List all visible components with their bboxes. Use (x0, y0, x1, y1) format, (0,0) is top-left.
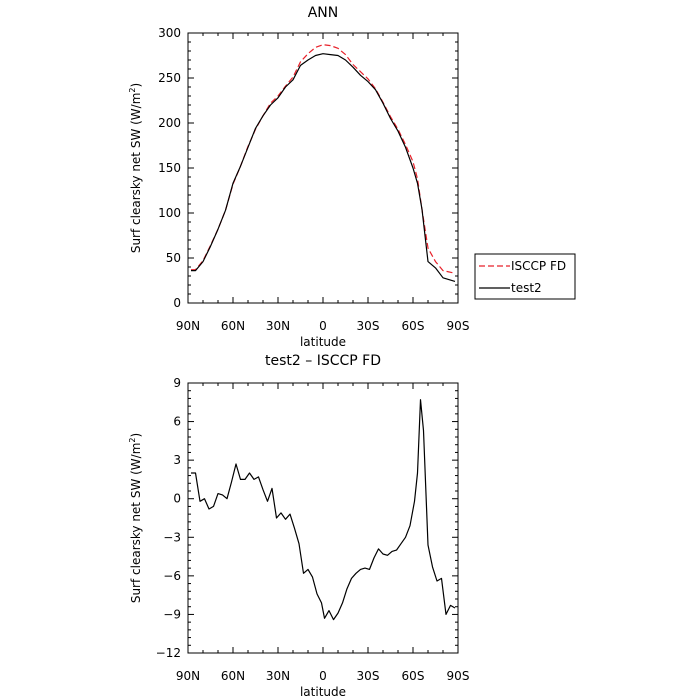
legend-label-test2: test2 (511, 281, 542, 295)
chart-bottom-series (191, 399, 456, 621)
chart-bottom-xtick-label: 90S (447, 669, 470, 683)
chart-top-xtick-label: 60N (221, 319, 245, 333)
chart-bottom-xtick-label: 30N (266, 669, 290, 683)
chart-bottom-ytick-label: −3 (163, 530, 181, 544)
chart-bottom-xtick-label: 60N (221, 669, 245, 683)
chart-bottom-ylabel-main: Surf clearsky net SW (W/m (129, 443, 143, 604)
chart-bottom-xtick-label: 30S (357, 669, 380, 683)
chart-bottom-ytick-label: −6 (163, 569, 181, 583)
chart-bottom-ytick-label: −9 (163, 607, 181, 621)
chart-bottom-title: test2 – ISCCP FD (265, 353, 381, 369)
chart-top-ylabel-main: Surf clearsky net SW (W/m (129, 93, 143, 254)
chart-bottom-ytick-label: 9 (173, 376, 181, 390)
chart-bottom-ylabel: Surf clearsky net SW (W/m2) (128, 433, 143, 603)
chart-top-ytick-label: 0 (173, 296, 181, 310)
chart-top-ytick-label: 150 (158, 161, 181, 175)
chart-top-xtick-label: 0 (319, 319, 327, 333)
chart-top-series (191, 44, 456, 282)
chart-bottom-ytick-label: 3 (173, 453, 181, 467)
chart-top: ANN 0 50 100 150 200 250 300 90N 60N 30N 0 30S 60S 90… (128, 5, 576, 349)
chart-bottom-xtick-label: 0 (319, 669, 327, 683)
chart-top-ytick-label: 250 (158, 71, 181, 85)
chart-top-title: ANN (308, 5, 339, 21)
chart-top-xtick-label: 30N (266, 319, 290, 333)
chart-top-xtick-label: 30S (357, 319, 380, 333)
chart-top-ylabel-sup: 2 (128, 88, 137, 93)
chart-top-ytick-label: 200 (158, 116, 181, 130)
legend-label-isccp: ISCCP FD (511, 259, 566, 273)
chart-top-series-line-isccp-fd (191, 44, 456, 274)
chart-top-xtick-label: 90N (176, 319, 200, 333)
legend: ISCCP FD test2 (474, 253, 576, 300)
chart-top-ytick-label: 50 (166, 251, 181, 265)
chart-top-series-line-test2 (191, 53, 456, 282)
chart-top-ylabel: Surf clearsky net SW (W/m2) (128, 83, 143, 253)
chart-top-ylabel-end: ) (129, 83, 143, 88)
chart-bottom-xlabel: latitude (300, 685, 346, 699)
chart-bottom-ytick-label: −12 (156, 646, 181, 660)
chart-top-xtick-label: 60S (402, 319, 425, 333)
chart-bottom-series-line-0 (191, 399, 456, 621)
chart-top-xlabel: latitude (300, 335, 346, 349)
chart-top-ytick-label: 100 (158, 206, 181, 220)
legend-box (474, 253, 576, 300)
chart-bottom-xtick-label: 60S (402, 669, 425, 683)
chart-bottom: test2 – ISCCP FD −12 −9 −6 −3 0 3 6 9 90N 60N 30N 0… (128, 353, 469, 699)
chart-bottom-xtick-label: 90N (176, 669, 200, 683)
chart-top-ytick-label: 300 (158, 26, 181, 40)
chart-top-xtick-label: 90S (447, 319, 470, 333)
chart-bottom-ytick-label: 6 (173, 415, 181, 429)
chart-top-ticks: 0 50 100 150 200 250 300 90N 60N 30N 0 30S 60S 90S (158, 26, 469, 333)
chart-bottom-ylabel-sup: 2 (128, 438, 137, 443)
chart-bottom-ylabel-end: ) (129, 433, 143, 438)
chart-bottom-ticks: −12 −9 −6 −3 0 3 6 9 90N 60N 30N 0 30S 60S 90S (156, 376, 470, 683)
chart-top-frame (187, 32, 459, 304)
chart-bottom-ytick-label: 0 (173, 492, 181, 506)
